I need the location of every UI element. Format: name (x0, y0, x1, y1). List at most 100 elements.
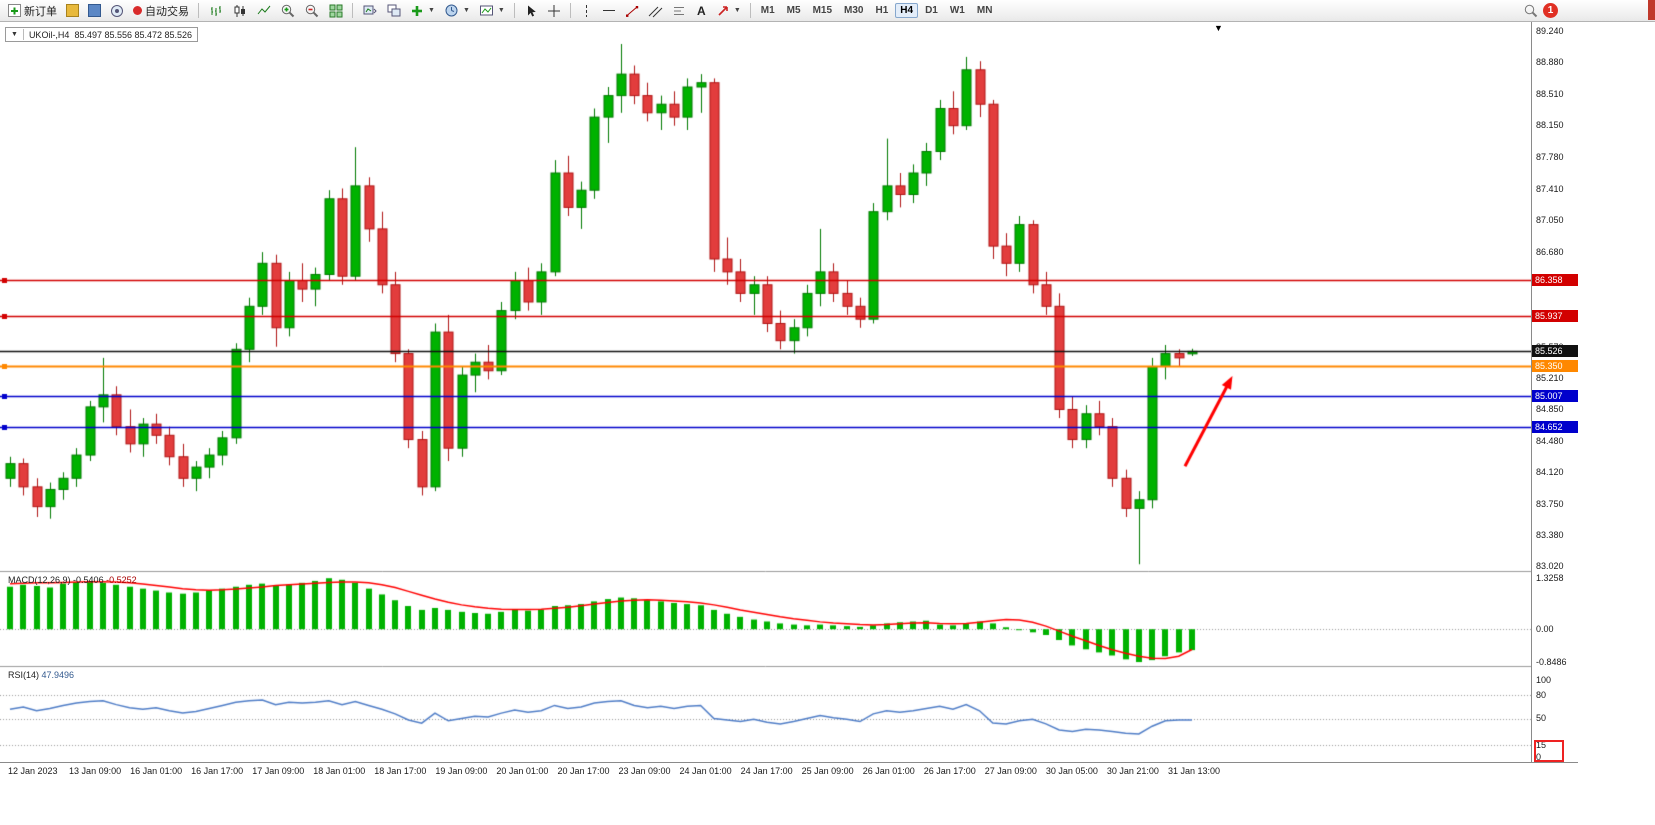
price-axis[interactable]: 89.240 88.880 88.510 88.150 87.780 87.410 87.0… (1531, 22, 1578, 762)
timeframe-button-M30[interactable]: M30 (844, 5, 864, 16)
history-book-icon (66, 4, 79, 17)
rsi-label: RSI(14) 47.9496 (8, 670, 74, 680)
time-label: 17 Jan 09:00 (252, 766, 305, 776)
timeframe-button-M15[interactable]: M15 (812, 5, 833, 16)
rsi-value: 47.9496 (41, 670, 75, 680)
text-label-tool[interactable]: A (691, 1, 712, 21)
channel-icon (648, 6, 663, 17)
timeframe-button-M1[interactable]: M1 (760, 5, 775, 16)
cascade-windows-button[interactable] (382, 1, 405, 21)
time-label: 16 Jan 17:00 (191, 766, 244, 776)
chart-ohlc-values: 85.497 85.556 85.472 85.526 (74, 29, 193, 40)
time-label: 18 Jan 17:00 (374, 766, 427, 776)
indicators-button[interactable]: ▼ (475, 1, 509, 21)
arrow-object-icon (718, 6, 728, 16)
cursor-button[interactable] (520, 1, 542, 21)
tile-windows-button[interactable] (324, 1, 347, 21)
toolbar-separator (352, 3, 353, 18)
zoom-out-icon (305, 4, 319, 18)
auto-trading-button[interactable]: 自动交易 (129, 1, 193, 21)
trendline-tool[interactable] (621, 1, 643, 21)
price-tick: 83.020 (1536, 561, 1564, 572)
rsi-tick: 50 (1536, 713, 1547, 723)
line-chart-button[interactable] (252, 1, 275, 21)
new-order-label: 新订单 (24, 5, 57, 18)
price-tick: 88.880 (1536, 57, 1564, 68)
zoom-in-icon (281, 4, 295, 18)
price-line-badge: 85.937 (1532, 310, 1578, 322)
timeframe-button-W1[interactable]: W1 (949, 5, 965, 16)
new-order-button[interactable]: 新订单 (4, 1, 61, 21)
macd-tick: 1.3258 (1536, 572, 1564, 583)
profiles-button[interactable]: ▼ (440, 1, 474, 21)
rsi-name: RSI(14) (8, 670, 40, 680)
macd-signal-value: -0.5252 (106, 575, 137, 585)
bar-chart-icon (211, 6, 221, 16)
rsi-tick: 100 (1536, 674, 1552, 685)
toolbar-separator (198, 3, 199, 18)
timeframe-button-M5[interactable]: M5 (786, 5, 801, 16)
crosshair-button[interactable] (543, 1, 565, 21)
price-tick: 83.380 (1536, 530, 1564, 541)
symbol-box-divider (22, 29, 24, 40)
horizontal-line-tool[interactable] (598, 1, 620, 21)
equidistant-channel-tool[interactable] (644, 1, 667, 21)
price-chart[interactable] (0, 22, 1531, 762)
arrows-tool[interactable]: ▼ (713, 1, 745, 21)
timeframe-group: M1 M5 M15 M30 H1 H4 D1 W1 MN (756, 3, 998, 18)
navigator-circle-icon (111, 4, 123, 17)
time-label: 26 Jan 17:00 (923, 766, 976, 776)
timeframe-button-H4[interactable]: H4 (895, 3, 919, 18)
time-label: 24 Jan 17:00 (740, 766, 793, 776)
rsi-level-highlight-box (1534, 740, 1564, 762)
macd-tick: 0.00 (1536, 623, 1554, 634)
zoom-in-button[interactable] (276, 1, 299, 21)
time-label: 27 Jan 09:00 (984, 766, 1037, 776)
toolbar-separator (569, 3, 571, 18)
price-tick: 86.680 (1536, 246, 1564, 257)
vertical-line-icon (585, 4, 587, 17)
auto-trading-status-icon (133, 6, 142, 15)
horizontal-line-icon (602, 10, 615, 11)
dropdown-caret-icon: ▼ (733, 7, 741, 14)
zoom-out-button[interactable] (300, 1, 323, 21)
time-label: 12 Jan 2023 (8, 766, 58, 776)
price-line-badge: 85.007 (1532, 389, 1578, 402)
arrange-windows-button[interactable] (358, 1, 381, 21)
time-axis[interactable]: 12 Jan 2023 13 Jan 09:00 16 Jan 01:00 16 Ja… (0, 762, 1578, 780)
arrange-windows-icon (363, 5, 377, 15)
bar-chart-button[interactable] (204, 1, 227, 21)
timeframe-button-H1[interactable]: H1 (875, 5, 889, 16)
candlestick-chart-button[interactable] (228, 1, 251, 21)
macd-main-value: -0.5406 (73, 575, 104, 585)
search-icon (1524, 4, 1538, 18)
search-button[interactable] (1519, 1, 1542, 21)
new-chart-button[interactable]: ▼ (406, 1, 439, 21)
price-tick: 84.480 (1536, 435, 1564, 446)
timeframe-button-MN[interactable]: MN (976, 5, 993, 16)
symbol-info-box: ▼ UKOil-,H4 85.497 85.556 85.472 85.526 (5, 27, 199, 42)
price-line-badge: 86.358 (1532, 273, 1578, 286)
one-click-collapse-icon[interactable]: ▼ (11, 31, 18, 38)
time-label: 16 Jan 01:00 (130, 766, 183, 776)
navigator-icon[interactable] (106, 1, 128, 21)
macd-tick: -0.8486 (1536, 656, 1567, 667)
trade-history-icon[interactable] (62, 1, 83, 21)
time-label: 30 Jan 05:00 (1045, 766, 1098, 776)
time-label: 19 Jan 09:00 (435, 766, 488, 776)
time-label: 23 Jan 09:00 (618, 766, 671, 776)
fibonacci-tool[interactable] (668, 1, 690, 21)
macd-name: MACD(12,26,9) (8, 575, 71, 585)
time-label: 30 Jan 21:00 (1106, 766, 1159, 776)
market-watch-icon[interactable] (84, 1, 105, 21)
line-chart-icon (257, 5, 271, 15)
chart-shift-marker[interactable]: ▼ (1214, 23, 1223, 33)
notification-badge[interactable]: 1 (1543, 3, 1558, 18)
time-label: 20 Jan 17:00 (557, 766, 610, 776)
window-edge-strip (1648, 0, 1655, 20)
chart-window: ▼ UKOil-,H4 85.497 85.556 85.472 85.526 … (0, 22, 1578, 780)
time-label: 25 Jan 09:00 (801, 766, 854, 776)
macd-label: MACD(12,26,9) -0.5406 -0.5252 (8, 575, 137, 585)
timeframe-button-D1[interactable]: D1 (925, 5, 938, 16)
vertical-line-tool[interactable] (576, 1, 597, 21)
